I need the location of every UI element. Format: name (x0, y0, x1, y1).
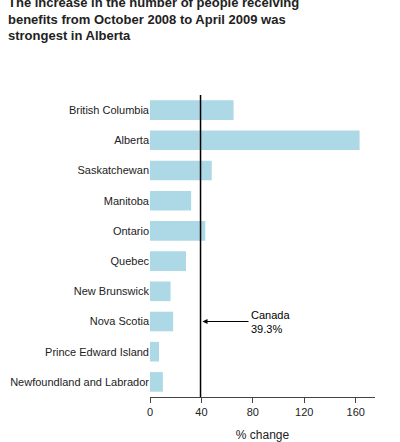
svg-text:Manitoba: Manitoba (104, 195, 150, 207)
svg-text:Saskatchewan: Saskatchewan (77, 164, 149, 176)
svg-text:Newfoundland and Labrador: Newfoundland and Labrador (10, 376, 149, 388)
svg-text:0: 0 (147, 406, 153, 418)
svg-text:British Columbia: British Columbia (69, 104, 150, 116)
svg-text:% change: % change (236, 428, 290, 442)
svg-text:Nova Scotia: Nova Scotia (90, 315, 150, 327)
svg-text:Quebec: Quebec (110, 255, 149, 267)
svg-text:Alberta: Alberta (114, 134, 150, 146)
svg-text:New Brunswick: New Brunswick (74, 285, 150, 297)
svg-text:Canada39.3%: Canada39.3% (251, 309, 290, 335)
svg-text:40: 40 (195, 406, 207, 418)
svg-text:Prince Edward Island: Prince Edward Island (45, 346, 149, 358)
svg-text:The increase in the number of: The increase in the number of people rec… (8, 0, 299, 43)
svg-text:160: 160 (347, 406, 365, 418)
svg-text:Ontario: Ontario (113, 225, 149, 237)
svg-text:80: 80 (247, 406, 259, 418)
svg-text:120: 120 (295, 406, 313, 418)
